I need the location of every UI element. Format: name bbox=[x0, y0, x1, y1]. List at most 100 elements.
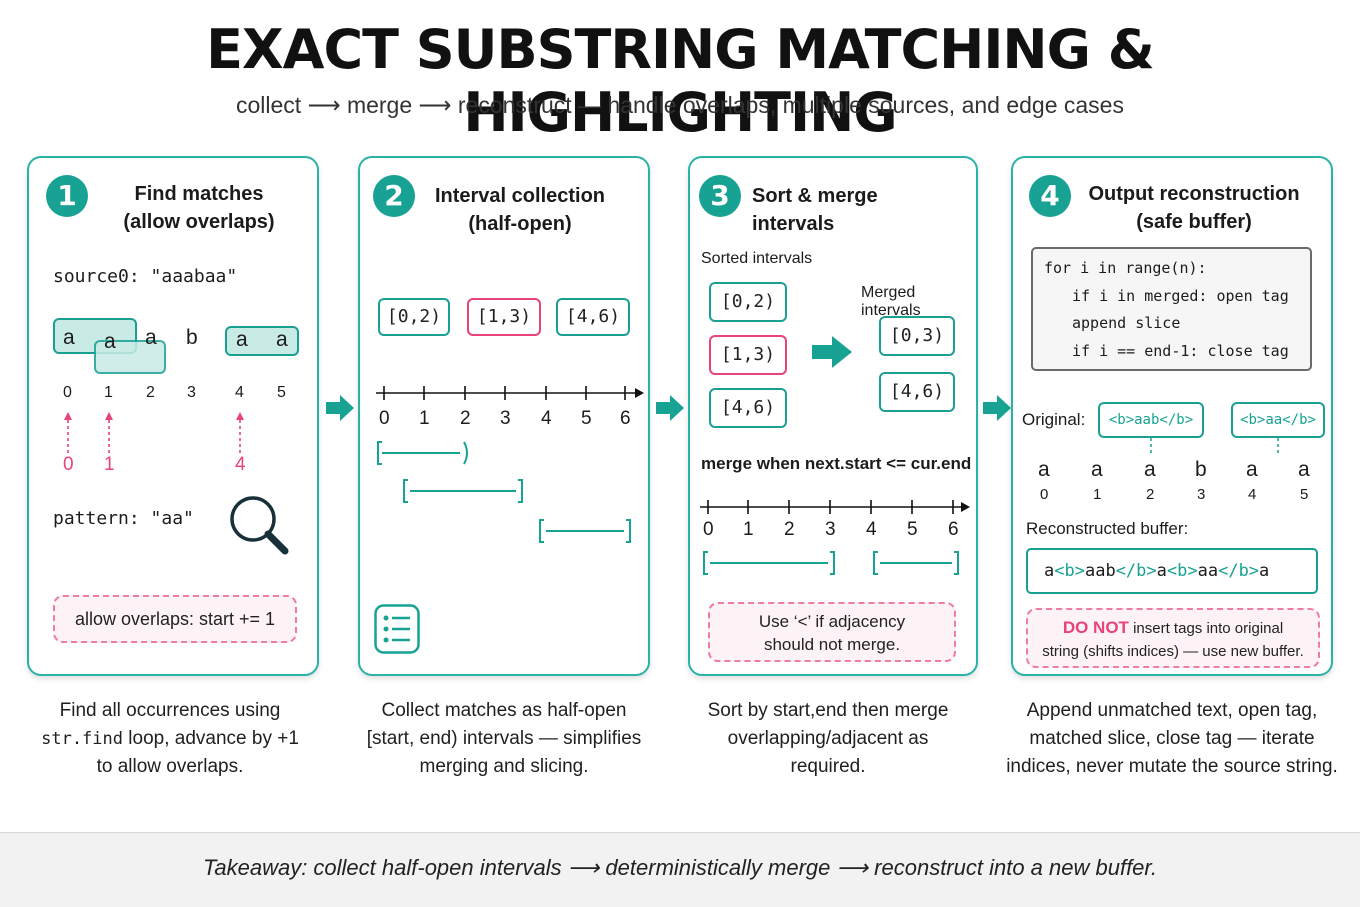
axis-tick-label: 3 bbox=[825, 519, 836, 540]
panel-title-line: Interval collection bbox=[434, 185, 606, 207]
code-line: if i in merged: open tag bbox=[1072, 286, 1289, 305]
caption-text: loop, advance by +1 bbox=[123, 728, 299, 749]
caption-step-3: Sort by start,end then merge overlapping… bbox=[678, 697, 978, 781]
panel-interval-collection: 2 Interval collection (half-open) [0,2) … bbox=[358, 156, 650, 676]
step-number: 2 bbox=[373, 175, 415, 217]
tag-label: <b>aab</b> bbox=[1098, 402, 1204, 438]
panel-title: Sort & merge intervals bbox=[752, 185, 878, 235]
pattern-string: pattern: "aa" bbox=[53, 508, 194, 529]
caption-line: str.find loop, advance by +1 bbox=[20, 725, 320, 753]
panel-output-reconstruction: 4 Output reconstruction (safe buffer) fo… bbox=[1011, 156, 1333, 676]
index-label: 5 bbox=[277, 384, 286, 401]
interval-chip: [1,3) bbox=[467, 298, 541, 336]
axis-tick-label: 3 bbox=[500, 408, 511, 429]
index-label: 3 bbox=[187, 384, 196, 401]
index-label: 2 bbox=[1146, 486, 1155, 503]
axis-tick-label: 5 bbox=[581, 408, 592, 429]
index-label: 4 bbox=[235, 384, 244, 401]
buffer-tag: <b> bbox=[1166, 561, 1198, 581]
buffer-text: aa bbox=[1197, 561, 1219, 581]
buffer-text: a bbox=[1044, 561, 1055, 581]
source-string: source0: "aaabaa" bbox=[53, 266, 238, 287]
match-highlight bbox=[94, 340, 166, 374]
caption-line: overlapping/adjacent as bbox=[727, 728, 929, 749]
axis-tick-label: 0 bbox=[703, 519, 714, 540]
sorted-interval: [0,2) bbox=[709, 282, 787, 322]
panel-title: Output reconstruction (safe buffer) bbox=[1083, 180, 1305, 236]
axis-tick-label: 5 bbox=[907, 519, 918, 540]
caption-step-1: Find all occurrences using str.find loop… bbox=[20, 697, 320, 781]
char: a bbox=[1091, 458, 1103, 481]
axis-tick-label: 2 bbox=[460, 408, 471, 429]
note-text: allow overlaps: start += 1 bbox=[74, 609, 276, 629]
caption-line: indices, never mutate the source string. bbox=[1006, 756, 1338, 777]
caption-line: Find all occurrences using bbox=[59, 700, 281, 721]
panel-title-line: Find matches bbox=[134, 183, 264, 205]
merge-rule: merge when next.start <= cur.end bbox=[701, 454, 972, 473]
sorted-label: Sorted intervals bbox=[701, 250, 813, 267]
char: a bbox=[1038, 458, 1050, 481]
char: a bbox=[145, 326, 157, 349]
warning-strong: DO NOT bbox=[1062, 618, 1129, 637]
caption-line: Append unmatched text, open tag, bbox=[1026, 700, 1318, 721]
page-title: EXACT SUBSTRING MATCHING & HIGHLIGHTING bbox=[206, 18, 1155, 144]
char: a bbox=[236, 328, 248, 351]
match-start: 1 bbox=[104, 454, 115, 475]
warning-note: DO NOT insert tags into original string … bbox=[1026, 608, 1320, 668]
caption-line: required. bbox=[790, 756, 866, 777]
match-highlight bbox=[225, 326, 299, 356]
buffer-tag: </b> bbox=[1115, 561, 1157, 581]
caption-line: Collect matches as half-open bbox=[381, 700, 627, 721]
panel-find-matches: 1 Find matches (allow overlaps) source0:… bbox=[27, 156, 319, 676]
interval-chip: [0,2) bbox=[378, 298, 450, 336]
buffer-tag: <b> bbox=[1054, 561, 1085, 581]
buffer-label: Reconstructed buffer: bbox=[1026, 519, 1189, 538]
note-text: Use ‘<’ if adjacency should not merge. bbox=[758, 612, 906, 654]
index-label: 0 bbox=[1040, 486, 1049, 503]
adjacency-note: Use ‘<’ if adjacency should not merge. bbox=[708, 602, 956, 662]
code-line: for i in range(n): bbox=[1044, 259, 1207, 277]
char: a bbox=[1298, 458, 1310, 481]
caption-step-2: Collect matches as half-open [start, end… bbox=[348, 697, 660, 781]
code-block: for i in range(n): if i in merged: open … bbox=[1031, 247, 1312, 371]
panel-title-line: (allow overlaps) bbox=[123, 211, 275, 233]
takeaway-text: Takeaway: collect half-open intervals ⟶ … bbox=[202, 855, 1158, 880]
warning-rest: insert tags into original bbox=[1128, 620, 1284, 637]
warning-line: DO NOT insert tags into original bbox=[1028, 616, 1318, 640]
number-line bbox=[376, 386, 644, 400]
char: b bbox=[186, 326, 198, 349]
takeaway-footer: Takeaway: collect half-open intervals ⟶ … bbox=[0, 832, 1360, 907]
index-label: 0 bbox=[63, 384, 72, 401]
buffer-text: a bbox=[1156, 561, 1167, 581]
axis-tick-label: 0 bbox=[379, 408, 390, 429]
index-label: 5 bbox=[1300, 486, 1309, 503]
merge-arrow-icon bbox=[812, 336, 852, 368]
merged-label: Merged intervals bbox=[861, 284, 921, 319]
allow-overlaps-note: allow overlaps: start += 1 bbox=[53, 595, 297, 643]
magnifier-icon bbox=[230, 496, 289, 555]
caption-line: Sort by start,end then merge bbox=[707, 700, 949, 721]
axis-tick-label: 6 bbox=[620, 408, 631, 429]
sorted-interval: [4,6) bbox=[709, 388, 787, 428]
buffer-text: a bbox=[1259, 561, 1270, 581]
page-subtitle: collect ⟶ merge ⟶ reconstruct — handle o… bbox=[236, 92, 1124, 118]
axis-tick-label: 1 bbox=[419, 408, 430, 429]
merged-interval: [0,3) bbox=[879, 316, 955, 356]
caption-line: matched slice, close tag — iterate bbox=[1029, 728, 1315, 749]
match-start: 0 bbox=[63, 454, 74, 475]
char: a bbox=[1246, 458, 1258, 481]
index-label: 1 bbox=[104, 384, 113, 401]
caption-line: merging and slicing. bbox=[419, 756, 589, 777]
axis-tick-label: 4 bbox=[866, 519, 877, 540]
flow-arrow-icon bbox=[983, 395, 1011, 421]
panel-title: Find matches (allow overlaps) bbox=[99, 180, 299, 236]
panel-title-line: Output reconstruction bbox=[1088, 183, 1300, 205]
interval-bars bbox=[377, 441, 631, 543]
match-start: 4 bbox=[235, 454, 246, 475]
caption-step-4: Append unmatched text, open tag, matched… bbox=[1002, 697, 1342, 781]
sorted-interval: [1,3) bbox=[709, 335, 787, 375]
axis-tick-label: 2 bbox=[784, 519, 795, 540]
panel-title-line: (half-open) bbox=[468, 213, 572, 235]
flow-arrow-icon bbox=[656, 395, 684, 421]
original-label: Original: bbox=[1022, 410, 1086, 429]
